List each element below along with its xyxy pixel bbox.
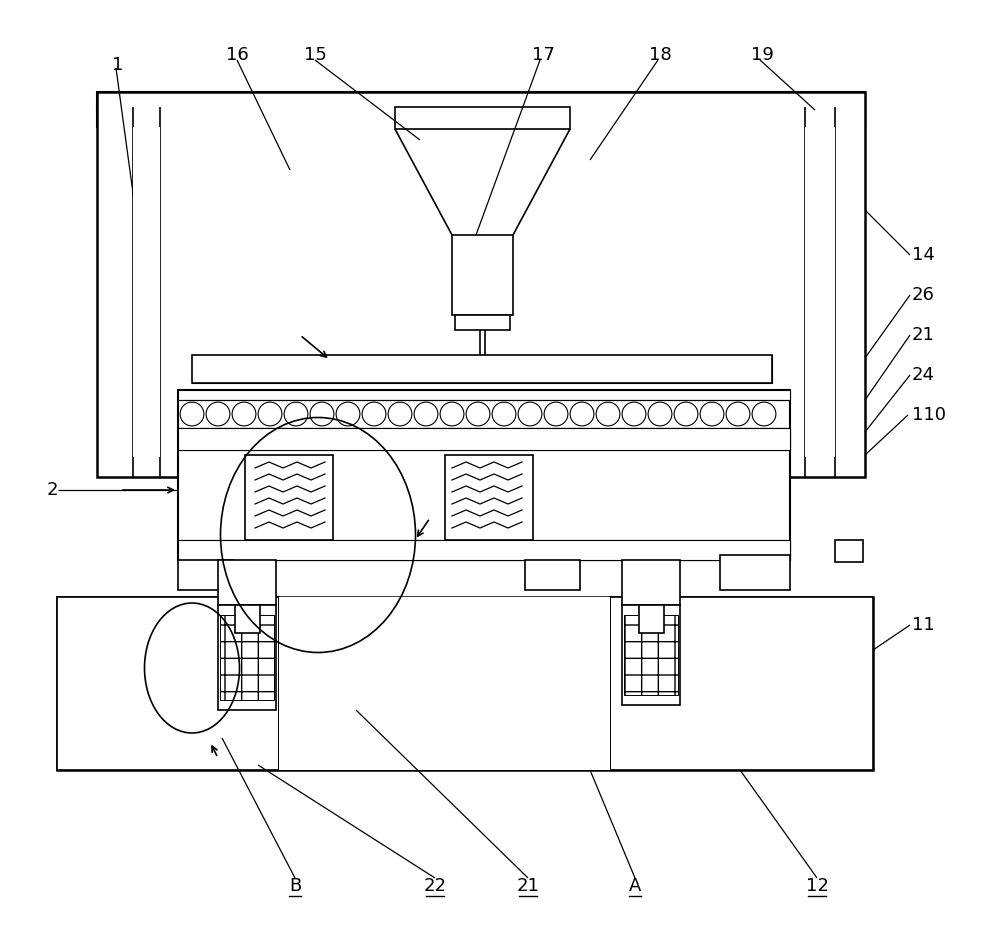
Text: 2: 2: [46, 481, 58, 499]
Bar: [720, 555, 790, 590]
Bar: [178, 560, 233, 590]
Bar: [639, 605, 664, 633]
Bar: [279, 597, 610, 770]
Text: 24: 24: [912, 366, 935, 384]
Bar: [133, 127, 160, 457]
Bar: [178, 540, 790, 560]
Bar: [624, 615, 678, 695]
Bar: [97, 92, 865, 107]
Text: 17: 17: [532, 46, 554, 64]
Bar: [218, 560, 276, 605]
Bar: [178, 540, 790, 560]
Bar: [220, 615, 274, 700]
Bar: [452, 235, 513, 315]
Text: 14: 14: [912, 246, 935, 264]
Bar: [57, 597, 279, 770]
Bar: [245, 455, 333, 540]
Bar: [610, 597, 873, 770]
Bar: [218, 605, 276, 710]
Text: 11: 11: [912, 616, 935, 634]
Bar: [57, 597, 279, 770]
Text: 1: 1: [112, 56, 124, 74]
Text: 110: 110: [912, 406, 946, 424]
Text: A: A: [629, 877, 641, 895]
Text: 19: 19: [751, 46, 773, 64]
Bar: [622, 605, 680, 705]
Bar: [445, 455, 533, 540]
Bar: [178, 390, 790, 400]
Bar: [178, 390, 790, 560]
Text: 18: 18: [649, 46, 671, 64]
Text: 12: 12: [806, 877, 828, 895]
Bar: [835, 540, 863, 562]
Text: 16: 16: [226, 46, 248, 64]
Bar: [805, 127, 835, 457]
Text: 21: 21: [912, 326, 935, 344]
Text: B: B: [289, 877, 301, 895]
Text: 15: 15: [304, 46, 326, 64]
Text: 22: 22: [424, 877, 446, 895]
Bar: [97, 107, 865, 127]
Text: 21: 21: [517, 877, 539, 895]
Bar: [235, 605, 260, 633]
Bar: [192, 355, 772, 383]
Bar: [395, 107, 570, 129]
Bar: [178, 428, 790, 450]
Bar: [525, 560, 580, 590]
Text: 26: 26: [912, 286, 935, 304]
Bar: [622, 560, 680, 605]
Bar: [610, 597, 873, 770]
Bar: [455, 315, 510, 330]
Bar: [192, 355, 772, 383]
Bar: [97, 92, 865, 477]
Bar: [178, 428, 790, 450]
Bar: [57, 597, 873, 770]
